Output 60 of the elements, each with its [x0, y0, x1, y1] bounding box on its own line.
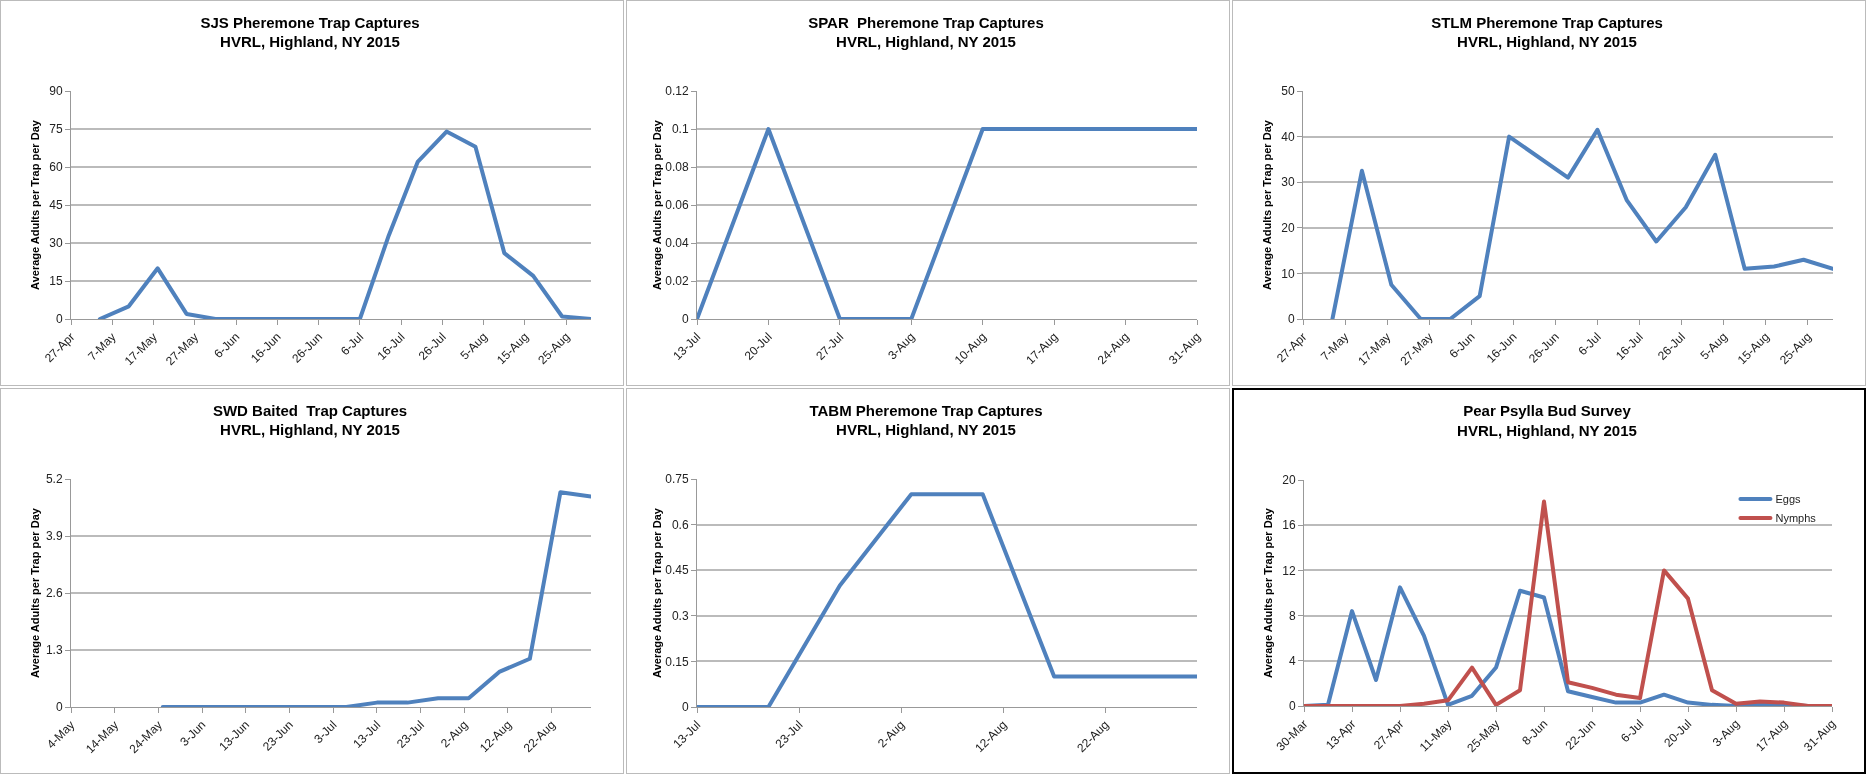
chart-subtitle: HVRL, Highland, NY 2015 [220, 421, 400, 439]
y-tick-label: 0.75 [665, 472, 689, 487]
chart-title: SPAR Pheremone Trap Captures [808, 13, 1044, 31]
y-tick-label: 0.3 [671, 609, 689, 623]
y-axis-title: Average Adults per Trap per Day [29, 119, 41, 290]
y-tick-label: 50 [1281, 84, 1295, 99]
y-tick-label: 2.6 [45, 586, 63, 601]
chart-title: STLM Pheremone Trap Captures [1431, 13, 1663, 31]
y-tick-label: 0.6 [671, 517, 689, 532]
chart-subtitle: HVRL, Highland, NY 2015 [836, 421, 1016, 439]
y-tick-label: 0 [55, 700, 63, 715]
y-tick-label: 3.9 [45, 529, 63, 544]
y-tick-label: 12 [1282, 563, 1296, 578]
y-tick-label: 0 [55, 312, 63, 327]
y-tick-label: 20 [1281, 221, 1295, 235]
y-tick-label: 1.3 [45, 643, 63, 658]
y-tick-label: 0.15 [665, 654, 689, 669]
chart-subtitle: HVRL, Highland, NY 2015 [1457, 421, 1637, 439]
chart-subtitle: HVRL, Highland, NY 2015 [220, 33, 400, 51]
y-tick-label: 10 [1281, 266, 1295, 281]
y-tick-label: 0 [1287, 312, 1295, 327]
y-tick-label: 0.06 [665, 198, 689, 213]
line-series [160, 490, 591, 707]
y-axis-title: Average Adults per Trap per Day [29, 507, 41, 678]
y-tick-label: 8 [1288, 608, 1296, 623]
y-tick-label: 0.45 [665, 563, 689, 578]
y-tick-label: 0 [1288, 699, 1296, 714]
y-tick-label: 0.08 [665, 160, 689, 175]
y-tick-label: 30 [1281, 175, 1295, 190]
y-tick-label: 0.04 [665, 236, 689, 251]
y-tick-label: 60 [49, 160, 63, 175]
y-tick-label: 45 [49, 198, 63, 213]
chart-title: Pear Psylla Bud Survey [1463, 402, 1632, 420]
y-axis-title: Average Adults per Trap per Day [651, 507, 664, 678]
y-axis-title: Average Adults per Trap per Day [651, 119, 664, 290]
y-axis-title: Average Adults per Trap per Day [1261, 119, 1273, 290]
y-tick-label: 4 [1288, 654, 1296, 668]
chart-subtitle: HVRL, Highland, NY 2015 [1457, 33, 1637, 51]
chart-title: TABM Pheremone Trap Captures [809, 401, 1043, 419]
y-tick-label: 0.02 [665, 274, 689, 289]
y-tick-label: 16 [1282, 518, 1296, 533]
line-series [97, 129, 591, 319]
chart-title: SWD Baited Trap Captures [212, 401, 408, 419]
y-tick-label: 0 [681, 700, 689, 715]
y-tick-label: 0.1 [671, 122, 689, 137]
y-tick-label: 40 [1281, 129, 1295, 144]
y-tick-label: 15 [49, 274, 63, 289]
y-tick-label: 5.2 [45, 472, 63, 487]
line-series [1330, 127, 1833, 319]
legend-label: Nymphs [1775, 512, 1817, 525]
y-tick-label: 0.12 [665, 84, 689, 99]
y-tick-label: 0 [681, 312, 689, 327]
chart-subtitle: HVRL, Highland, NY 2015 [836, 33, 1016, 51]
y-tick-label: 30 [49, 236, 63, 251]
y-tick-label: 90 [49, 84, 63, 99]
y-tick-label: 20 [1282, 473, 1296, 488]
legend-label: Eggs [1775, 493, 1802, 506]
y-tick-label: 75 [49, 122, 63, 137]
y-axis-title: Average Adults per Trap per Day [1262, 507, 1274, 678]
chart-title: SJS Pheremone Trap Captures [200, 13, 420, 31]
